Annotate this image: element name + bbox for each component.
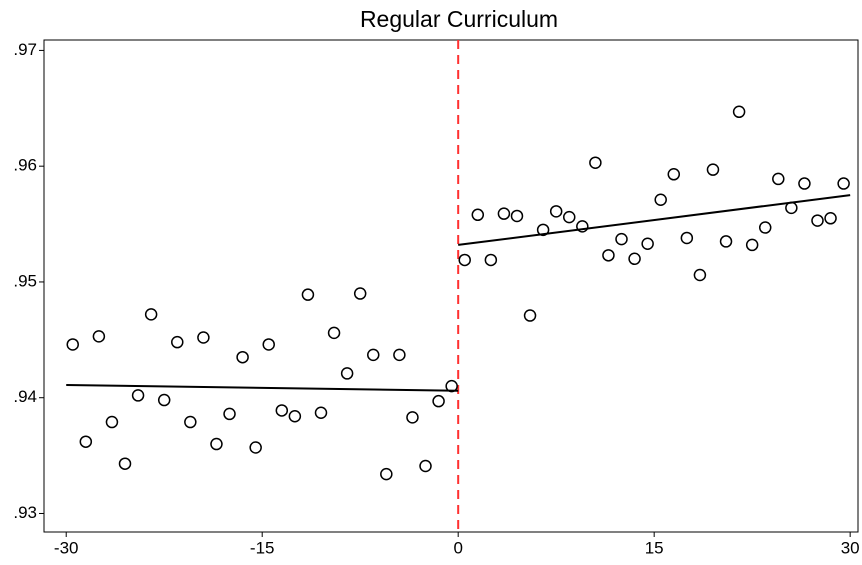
point — [262, 338, 275, 351]
point — [432, 394, 445, 408]
point — [249, 441, 262, 454]
point — [798, 177, 811, 190]
point — [628, 252, 641, 266]
point — [105, 415, 119, 429]
point — [484, 253, 498, 267]
x-tick-label: 0 — [453, 538, 462, 557]
point — [340, 367, 354, 380]
point — [367, 348, 380, 362]
point — [772, 172, 785, 186]
point — [536, 223, 550, 237]
point — [471, 208, 485, 222]
point — [380, 467, 393, 481]
point — [184, 415, 197, 429]
y-tick-label: .97 — [13, 40, 37, 59]
point — [680, 231, 694, 245]
point — [118, 457, 132, 470]
fit-line — [458, 194, 851, 246]
point — [92, 330, 106, 343]
point — [510, 209, 524, 223]
point — [393, 348, 406, 362]
y-tick-label: .94 — [13, 387, 37, 406]
point — [445, 379, 458, 393]
fit-line — [66, 383, 459, 392]
point — [562, 210, 576, 224]
point — [157, 393, 171, 407]
point — [66, 338, 79, 351]
point — [785, 201, 798, 215]
x-tick-label: -15 — [250, 538, 275, 557]
point — [811, 214, 824, 227]
point — [236, 350, 249, 364]
point — [654, 193, 667, 207]
y-tick-label: .95 — [13, 271, 37, 290]
point — [706, 163, 720, 176]
point — [667, 168, 681, 181]
point — [693, 268, 707, 282]
point — [641, 237, 654, 250]
point — [576, 220, 589, 233]
point — [327, 326, 341, 340]
point — [419, 459, 432, 473]
point — [732, 105, 746, 119]
point — [549, 205, 563, 218]
point — [314, 406, 328, 420]
point — [602, 249, 615, 262]
point — [79, 435, 93, 448]
point — [223, 407, 236, 421]
y-tick-label: .96 — [13, 156, 37, 175]
point — [745, 238, 759, 252]
x-tick-label: 30 — [841, 538, 860, 557]
point — [171, 335, 184, 349]
point — [406, 411, 419, 424]
point — [210, 437, 223, 451]
x-tick-label: -30 — [54, 538, 79, 557]
point — [615, 232, 628, 246]
point — [523, 309, 537, 322]
chart-title: Regular Curriculum — [360, 6, 558, 32]
x-tick-label: 15 — [645, 538, 664, 557]
point — [353, 287, 367, 300]
point — [197, 331, 210, 344]
point — [589, 156, 602, 169]
point — [719, 235, 733, 248]
point — [758, 221, 772, 234]
point — [837, 177, 850, 190]
point — [497, 207, 511, 220]
point — [458, 253, 471, 267]
plot-frame — [43, 39, 859, 533]
point — [288, 409, 302, 423]
y-tick-label: .93 — [13, 503, 37, 522]
point — [301, 288, 315, 301]
point — [131, 389, 145, 402]
point — [275, 404, 289, 417]
point — [144, 308, 158, 321]
point — [824, 212, 837, 225]
